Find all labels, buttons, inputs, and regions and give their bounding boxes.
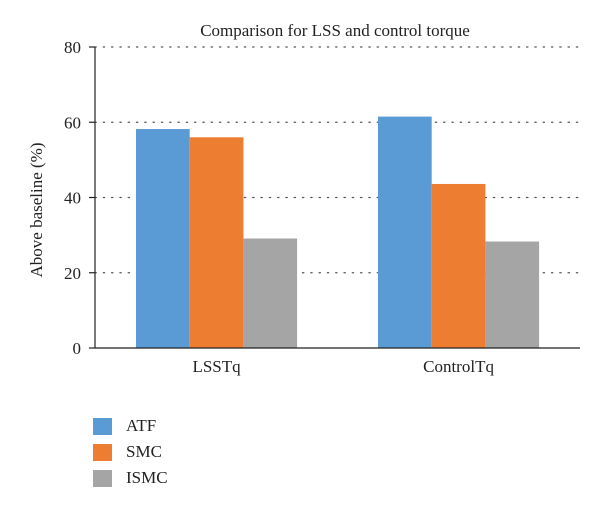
chart-title: Comparison for LSS and control torque — [200, 21, 470, 40]
y-axis-label: Above baseline (%) — [27, 142, 46, 277]
gridlines — [94, 46, 581, 274]
legend: ATF SMC ISMC — [93, 413, 168, 491]
legend-swatch-atf — [93, 417, 112, 435]
y-tick-label: 80 — [64, 38, 81, 57]
bar-ismc-lsstq — [243, 238, 298, 348]
legend-label-atf: ATF — [126, 416, 157, 435]
bar-smc-lsstq — [189, 137, 244, 348]
y-tick-label: 0 — [73, 339, 82, 358]
legend-swatch-smc — [93, 443, 112, 461]
bar-smc-controltq — [431, 183, 486, 348]
bar-atf-lsstq — [136, 129, 190, 348]
bar-ismc-controltq — [485, 241, 540, 348]
x-ticks: LSSTq ControlTq — [192, 357, 494, 376]
legend-label-ismc: ISMC — [126, 468, 168, 487]
x-tick-label: LSSTq — [192, 357, 241, 376]
y-ticks: 0 20 40 60 80 — [64, 38, 95, 358]
bar-chart: Comparison for LSS and control torque Ab… — [27, 21, 581, 376]
legend-label-smc: SMC — [126, 442, 162, 461]
legend-item-atf: ATF — [93, 413, 168, 439]
y-tick-label: 40 — [64, 189, 81, 208]
y-tick-label: 20 — [64, 264, 81, 283]
bars — [136, 116, 540, 348]
legend-item-ismc: ISMC — [93, 465, 168, 491]
y-tick-label: 60 — [64, 113, 81, 132]
legend-item-smc: SMC — [93, 439, 168, 465]
bar-atf-controltq — [378, 116, 432, 348]
legend-swatch-ismc — [93, 469, 112, 487]
x-tick-label: ControlTq — [423, 357, 494, 376]
